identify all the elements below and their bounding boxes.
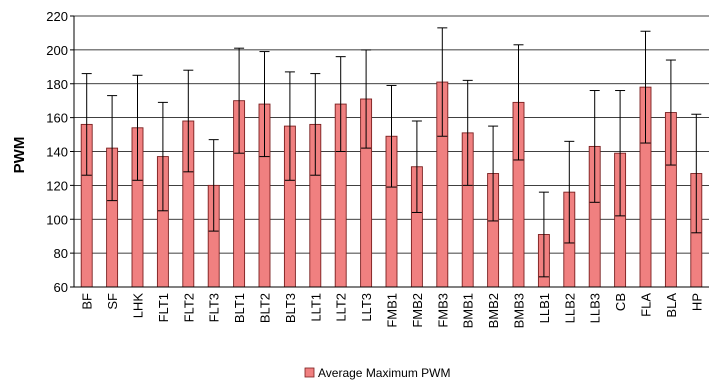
legend-swatch (304, 367, 315, 378)
y-tick-label: 200 (46, 43, 68, 58)
x-tick-label: SF (105, 293, 120, 310)
x-tick-label: LLT1 (308, 293, 323, 322)
x-tick-label: BMB1 (461, 293, 476, 328)
x-tick-label: BLA (664, 293, 679, 318)
y-tick-label: 60 (54, 280, 68, 295)
x-tick-label: BMB2 (486, 293, 501, 328)
legend-label: Average Maximum PWM (318, 366, 450, 380)
x-tick-label: LLT3 (359, 293, 374, 322)
y-tick-label: 220 (46, 9, 68, 24)
x-tick-label: BLT2 (258, 293, 273, 323)
x-tick-label: FMB2 (410, 293, 425, 328)
x-tick-label: LLT2 (334, 293, 349, 322)
x-tick-label: BMB3 (512, 293, 527, 328)
x-tick-label: BLT3 (283, 293, 298, 323)
x-tick-label: FLT2 (181, 293, 196, 322)
y-tick-label: 80 (54, 246, 68, 261)
x-tick-label: LLB3 (588, 293, 603, 323)
x-tick-label: FMB3 (435, 293, 450, 328)
y-axis-label: PWM (11, 137, 28, 174)
y-tick-labels: 60 80 100 120 140 160 180 200 220 (46, 9, 68, 295)
x-tick-label: FLT3 (207, 293, 222, 322)
error-bars-group (81, 27, 702, 278)
x-tick-label: FLA (639, 293, 654, 317)
y-tick-label: 120 (46, 178, 68, 193)
y-tick-label: 140 (46, 145, 68, 160)
x-tick-label: CB (613, 293, 628, 311)
x-tick-label: HP (689, 293, 704, 311)
x-tick-label: BF (80, 293, 95, 310)
y-tick-label: 100 (46, 212, 68, 227)
y-tick-label: 180 (46, 77, 68, 92)
x-tick-label: BLT1 (232, 293, 247, 323)
legend: Average Maximum PWM (304, 366, 450, 380)
y-tick-label: 160 (46, 111, 68, 126)
axes-group (70, 15, 709, 288)
x-tick-labels: BF SF LHK FLT1 FLT2 FLT3 BLT1 BLT2 BLT3 LLT1 LLT2 L… (80, 293, 705, 329)
x-tick-label: LLB2 (562, 293, 577, 323)
x-tick-label: FLT1 (156, 293, 171, 322)
x-tick-label: FMB1 (385, 293, 400, 328)
x-tick-label: LLB1 (537, 293, 552, 323)
x-tick-label: LHK (131, 293, 146, 319)
